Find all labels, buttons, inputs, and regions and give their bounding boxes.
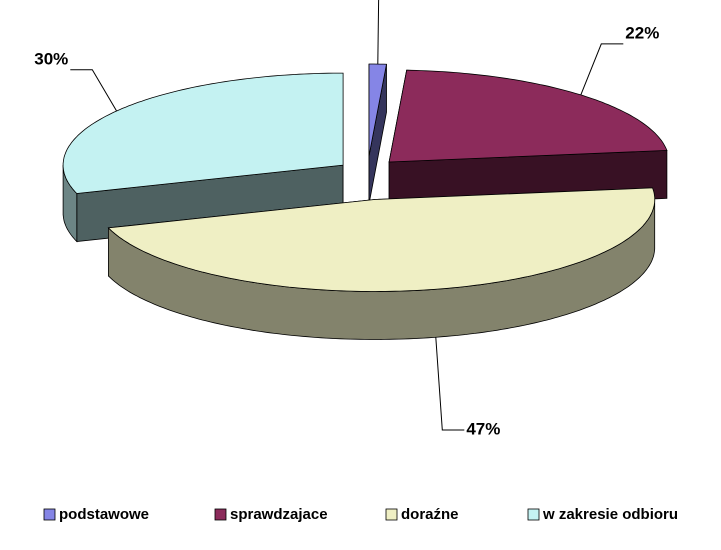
legend-label: doraźne <box>401 506 459 523</box>
data-label: 30% <box>34 49 68 68</box>
leader-line <box>435 337 465 431</box>
slice <box>107 187 656 292</box>
leader-line <box>580 43 624 96</box>
legend-label: w zakresie odbioru <box>542 506 678 523</box>
data-label: 22% <box>625 23 659 42</box>
legend-swatch <box>214 508 227 521</box>
data-label: 47% <box>466 419 500 438</box>
slice <box>368 63 387 157</box>
legend-swatch <box>43 508 56 521</box>
leader-line <box>377 0 380 65</box>
leader-line <box>70 69 118 112</box>
legend-swatch <box>527 508 540 521</box>
legend-label: sprawdzajace <box>230 506 328 523</box>
legend-swatch <box>385 508 398 521</box>
legend-label: podstawowe <box>59 506 149 523</box>
slice <box>388 69 668 163</box>
